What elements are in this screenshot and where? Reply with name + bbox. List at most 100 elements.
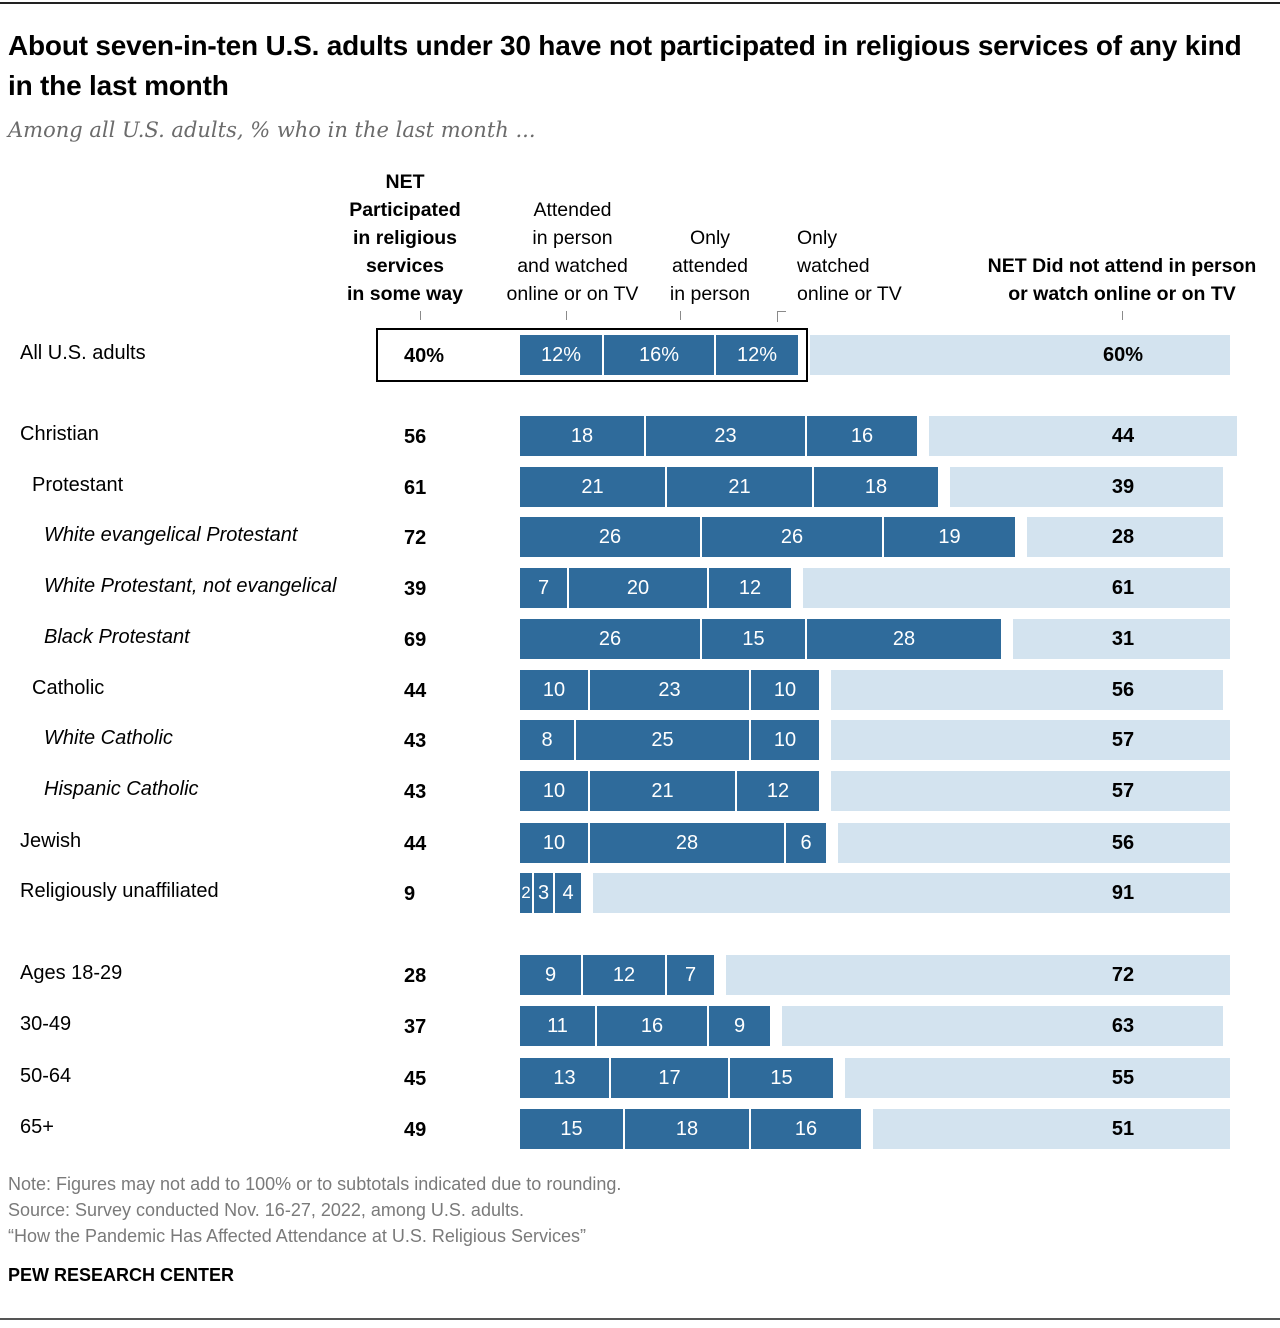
- did-not-attend-value: 60%: [1102, 344, 1144, 366]
- net-participated-value: 37: [404, 1016, 427, 1038]
- segment-only-attended: 16: [597, 1006, 707, 1046]
- segment-attended-and-watched: 9: [520, 955, 581, 995]
- did-not-attend-value: 39: [1111, 476, 1135, 498]
- row-label: 65+: [20, 1116, 54, 1138]
- segment-only-watched: 7: [667, 955, 714, 995]
- net-participated-value: 40%: [404, 345, 445, 367]
- segment-did-not-attend: [929, 416, 1237, 456]
- segment-attended-and-watched: 7: [520, 568, 567, 608]
- header-tick: [566, 311, 567, 320]
- header-line: in person: [669, 283, 751, 305]
- did-not-attend-value: 61: [1111, 577, 1135, 599]
- net-participated-value: 69: [404, 629, 427, 651]
- segment-only-watched: 6: [786, 823, 826, 863]
- header-line: online or TV: [797, 283, 902, 305]
- segment-only-attended: 18: [625, 1109, 749, 1149]
- header-tick: [1122, 311, 1123, 320]
- segment-only-attended: 26: [702, 517, 882, 557]
- header-only-person: Only attended in person: [660, 224, 760, 308]
- footer-note: Note: Figures may not add to 100% or to …: [8, 1174, 622, 1194]
- did-not-attend-value: 91: [1111, 882, 1135, 904]
- header-line: Participated: [349, 199, 461, 221]
- header-line: Only: [797, 227, 838, 249]
- did-not-attend-value: 57: [1111, 729, 1135, 751]
- segment-attended-and-watched: 26: [520, 517, 700, 557]
- row-label: Hispanic Catholic: [44, 778, 199, 800]
- segment-attended-and-watched: 10: [520, 771, 588, 811]
- chart-subtitle: Among all U.S. adults, % who in the last…: [8, 118, 536, 142]
- segment-only-attended: 16%: [604, 335, 714, 375]
- segment-attended-and-watched: 12%: [520, 335, 602, 375]
- segment-only-attended: 25: [576, 720, 749, 760]
- segment-only-attended: 21: [590, 771, 735, 811]
- segment-did-not-attend: [593, 873, 1230, 913]
- segment-attended-and-watched: 21: [520, 467, 665, 507]
- net-participated-value: 56: [404, 426, 427, 448]
- segment-did-not-attend: [831, 771, 1230, 811]
- header-only-online: Only watched online or TV: [797, 224, 917, 308]
- header-line: in some way: [347, 283, 463, 305]
- row-label: Ages 18-29: [20, 962, 123, 984]
- segment-attended-and-watched: 13: [520, 1058, 609, 1098]
- segment-only-watched: 12: [709, 568, 791, 608]
- header-line: services: [365, 255, 445, 277]
- segment-only-attended: 28: [590, 823, 784, 863]
- net-participated-value: 45: [404, 1068, 427, 1090]
- header-both: Attended in person and watched online or…: [495, 196, 650, 308]
- net-participated-value: 28: [404, 965, 427, 987]
- header-line: in person: [532, 227, 613, 249]
- header-tick: [420, 311, 421, 320]
- header-line: watched: [797, 255, 870, 277]
- segment-attended-and-watched: 26: [520, 619, 700, 659]
- net-participated-value: 49: [404, 1119, 427, 1141]
- segment-only-watched: 12: [737, 771, 819, 811]
- segment-only-watched: 4: [555, 873, 581, 913]
- did-not-attend-value: 72: [1111, 964, 1135, 986]
- header-line: online or on TV: [506, 283, 639, 305]
- top-rule: [0, 2, 1280, 4]
- did-not-attend-value: 51: [1111, 1118, 1135, 1140]
- did-not-attend-value: 57: [1111, 780, 1135, 802]
- net-participated-value: 44: [404, 680, 427, 702]
- segment-only-attended: 17: [611, 1058, 728, 1098]
- net-participated-value: 43: [404, 781, 427, 803]
- net-participated-value: 72: [404, 527, 427, 549]
- net-participated-value: 61: [404, 477, 427, 499]
- segment-only-watched: 9: [709, 1006, 770, 1046]
- brand-logo-text: PEW RESEARCH CENTER: [8, 1265, 235, 1285]
- segment-did-not-attend: [950, 467, 1223, 507]
- footer-report: “How the Pandemic Has Affected Attendanc…: [8, 1226, 586, 1246]
- net-participated-value: 9: [404, 883, 416, 905]
- net-participated-value: 39: [404, 578, 427, 600]
- header-net-participated: NET Participated in religious services i…: [330, 168, 480, 308]
- segment-did-not-attend: [845, 1058, 1230, 1098]
- header-line: NET: [385, 171, 425, 193]
- header-bracket: [777, 311, 786, 322]
- header-line: Only: [689, 227, 731, 249]
- net-participated-value: 43: [404, 730, 427, 752]
- segment-only-attended: 23: [590, 670, 749, 710]
- did-not-attend-value: 31: [1111, 628, 1135, 650]
- segment-only-watched: 16: [807, 416, 917, 456]
- header-line: or watch online or on TV: [1008, 283, 1236, 305]
- header-line: attended: [672, 255, 748, 277]
- segment-only-watched: 10: [751, 720, 819, 760]
- segment-only-attended: 23: [646, 416, 805, 456]
- row-label: White Protestant, not evangelical: [44, 575, 337, 597]
- net-participated-value: 44: [404, 833, 427, 855]
- segment-did-not-attend: [803, 568, 1230, 608]
- segment-attended-and-watched: 8: [520, 720, 574, 760]
- segment-only-watched: 16: [751, 1109, 861, 1149]
- segment-attended-and-watched: 2: [520, 873, 532, 913]
- segment-did-not-attend: [831, 720, 1230, 760]
- highlight-box: [376, 328, 808, 382]
- did-not-attend-value: 63: [1111, 1015, 1135, 1037]
- footer-source: Source: Survey conducted Nov. 16-27, 202…: [8, 1200, 524, 1220]
- row-label: Catholic: [32, 677, 105, 699]
- row-label: Christian: [20, 423, 99, 445]
- header-line: in religious: [352, 227, 457, 249]
- header-line: Attended: [533, 199, 612, 221]
- did-not-attend-value: 56: [1111, 679, 1135, 701]
- did-not-attend-value: 56: [1111, 832, 1135, 854]
- segment-only-attended: 12: [583, 955, 665, 995]
